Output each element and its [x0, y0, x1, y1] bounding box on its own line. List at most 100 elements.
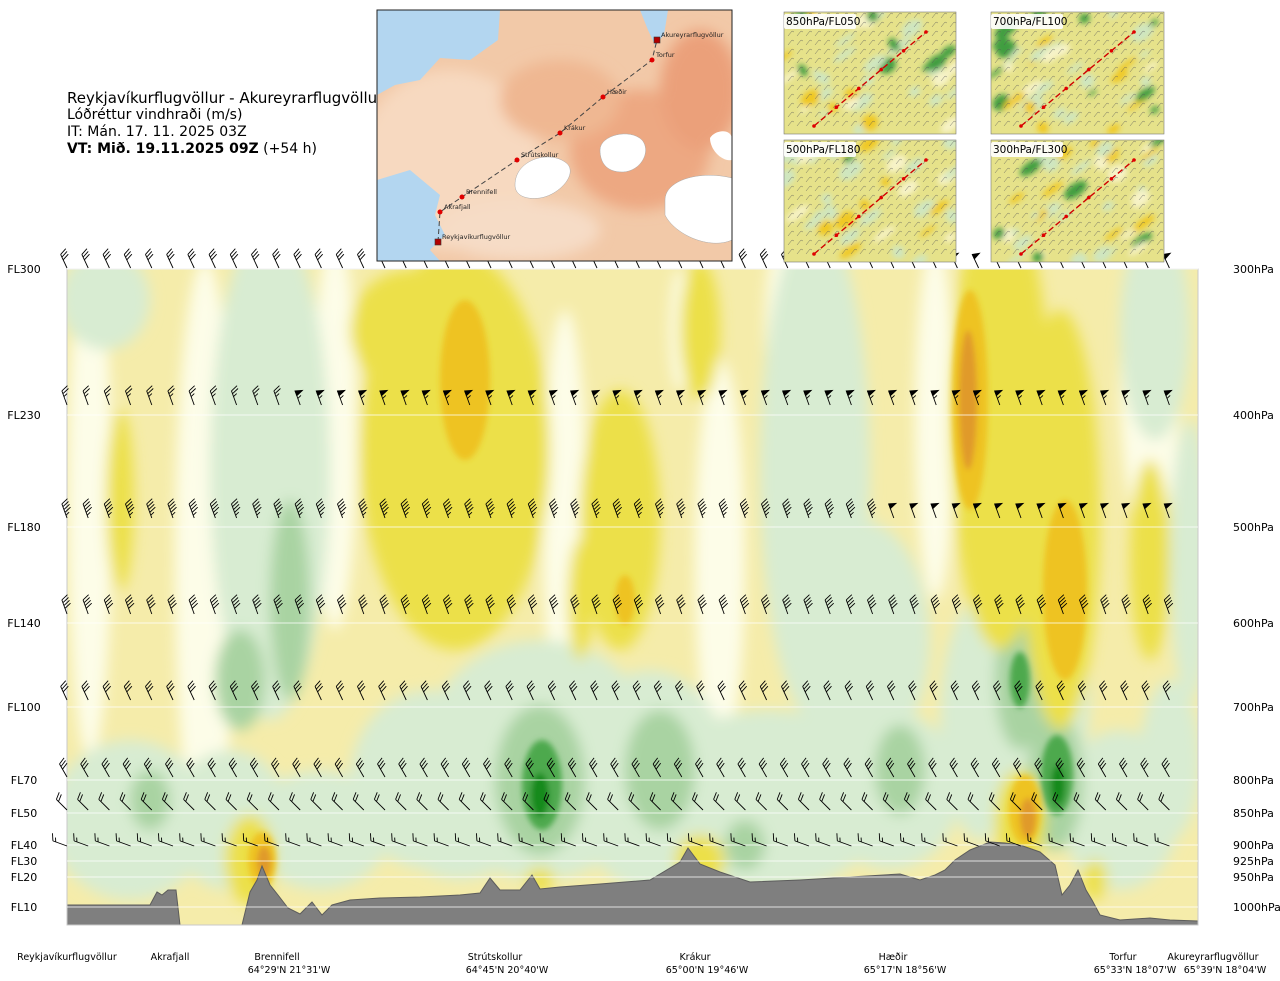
- wind-barb-feather: [316, 597, 324, 604]
- level-map-barb: [850, 30, 858, 37]
- wind-barb-feather: [973, 762, 980, 770]
- level-map-barb: [1039, 57, 1047, 64]
- route-point-name: Torfur: [1108, 952, 1136, 963]
- wind-barb-staff: [823, 686, 831, 701]
- wind-barb-feather: [145, 248, 151, 255]
- level-map-barb: [913, 21, 921, 28]
- level-map-barb: [1129, 102, 1137, 109]
- level-map-barb: [1066, 39, 1074, 46]
- wind-barb: [115, 833, 131, 847]
- level-map-blob: [1056, 210, 1072, 222]
- wind-barb-feather: [507, 762, 513, 770]
- wind-barb: [603, 833, 619, 847]
- level-map-barb: [1120, 176, 1128, 183]
- level-map-blob: [873, 226, 896, 242]
- wind-barb-staff: [865, 686, 874, 701]
- level-map-frame: [990, 139, 1165, 263]
- level-map-barb: [886, 185, 894, 192]
- wind-barb-feather: [82, 385, 89, 392]
- level-map-waypoint: [1132, 30, 1136, 34]
- wind-barb-feather: [289, 792, 293, 800]
- level-map-barb: [1030, 57, 1038, 64]
- wind-barb-feather: [464, 498, 471, 505]
- wind-barb: [963, 833, 979, 847]
- level-map-barb: [877, 75, 885, 82]
- wind-barb: [331, 792, 343, 811]
- level-map-barb: [805, 212, 813, 219]
- wind-barb-feather: [849, 506, 856, 513]
- wind-barb-feather: [296, 253, 302, 261]
- wind-barb-feather: [297, 602, 305, 609]
- wind-barb-feather: [507, 597, 514, 604]
- heatmap-field: [67, 269, 1198, 925]
- wind-barb: [900, 833, 916, 847]
- wind-barb-feather: [720, 504, 727, 510]
- wind-barb-feather: [570, 594, 577, 601]
- wind-barb-feather: [550, 390, 558, 396]
- wind-barb-feather: [531, 602, 538, 609]
- wind-barb-staff: [251, 254, 259, 269]
- wind-barb: [412, 833, 428, 847]
- wind-barb: [102, 248, 112, 269]
- wind-barb: [1140, 757, 1149, 778]
- wind-barb-staff: [77, 799, 89, 811]
- wind-barb: [1079, 594, 1089, 615]
- level-map-barb: [868, 57, 876, 64]
- level-map-barb: [859, 185, 867, 192]
- wind-barb-staff: [782, 503, 789, 519]
- fl-label: FL70: [11, 774, 37, 787]
- wind-barb-feather: [866, 760, 872, 767]
- level-map-barb: [1093, 84, 1101, 91]
- wind-barb-feather: [931, 597, 938, 604]
- wind-barb-feather: [529, 390, 536, 396]
- wind-barb-feather: [315, 251, 322, 258]
- wind-barb-feather: [253, 685, 260, 693]
- wind-barb-feather: [318, 600, 325, 606]
- level-map-barb: [904, 248, 912, 255]
- wind-barb-feather: [759, 680, 766, 687]
- wind-barb-staff: [586, 799, 598, 811]
- wind-barb: [1009, 792, 1022, 811]
- wind-barb-feather: [295, 501, 302, 508]
- wind-barb: [781, 680, 790, 701]
- wind-barb: [313, 757, 322, 778]
- level-map-blob: [1052, 107, 1067, 119]
- hpa-label: 950hPa: [1233, 871, 1274, 884]
- wind-barb-flag: [994, 502, 1004, 510]
- level-map-barb: [868, 176, 876, 183]
- wind-barb: [167, 385, 175, 406]
- level-map-barb: [1048, 203, 1056, 210]
- wind-barb-feather: [60, 248, 67, 255]
- level-map-barb: [859, 230, 867, 237]
- level-map-barb: [1129, 12, 1137, 19]
- level-map-barb: [1102, 158, 1110, 165]
- downdraft-cell: [1083, 860, 1107, 900]
- variable-title: Lóðréttur vindhraði (m/s): [67, 107, 243, 123]
- wind-barb: [991, 757, 1001, 778]
- level-map-barb: [823, 48, 831, 55]
- wind-barb: [695, 757, 704, 778]
- level-map-barb: [940, 39, 948, 46]
- level-map-barb: [994, 230, 1002, 237]
- wind-barb-feather: [688, 833, 690, 841]
- wind-barb-staff: [123, 686, 132, 701]
- level-map-barb: [832, 239, 840, 246]
- wind-barb-feather: [102, 680, 109, 687]
- level-map-barb: [841, 111, 849, 118]
- level-map-barb: [1138, 75, 1146, 82]
- level-map-waypoint: [901, 49, 906, 53]
- level-map-route: [813, 159, 927, 255]
- level-map-barb: [1048, 221, 1056, 228]
- wind-barb-feather: [741, 253, 748, 261]
- level-map-barb: [841, 102, 849, 109]
- wind-barb-staff: [582, 840, 598, 847]
- wind-barb-staff: [1076, 763, 1085, 778]
- level-map-barb: [1066, 167, 1074, 174]
- wind-barb-half-feather: [169, 393, 174, 397]
- level-map-barb: [931, 203, 939, 210]
- wind-barb: [419, 757, 428, 778]
- wind-barb-feather: [614, 390, 621, 396]
- wind-barb-staff: [782, 599, 789, 615]
- wind-barb-staff: [379, 599, 386, 615]
- level-map-barb: [1120, 230, 1128, 237]
